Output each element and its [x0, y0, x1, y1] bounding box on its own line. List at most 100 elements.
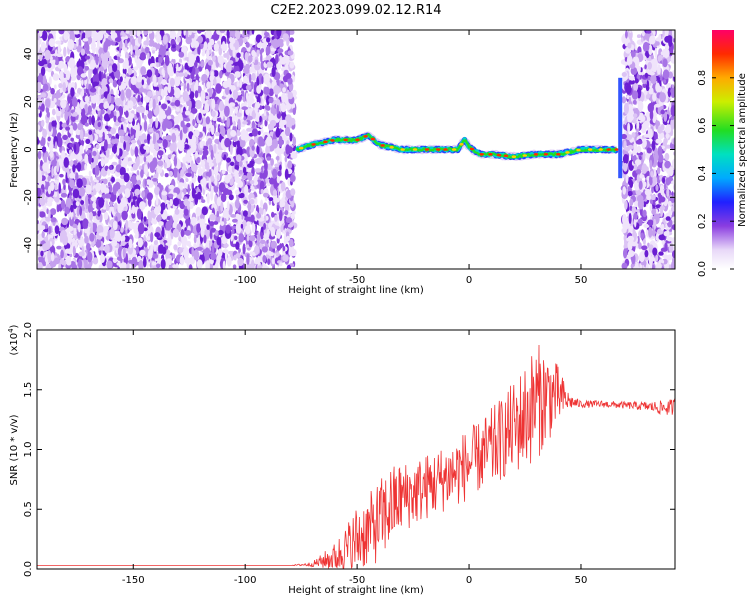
heatmap-noise-cell: [246, 253, 250, 265]
heatmap-noise-cell: [134, 188, 141, 196]
heatmap-noise-cell: [84, 228, 89, 234]
heatmap-noise-cell: [80, 200, 85, 205]
heatmap-noise-cell: [177, 36, 181, 43]
heatmap-noise-cell: [168, 184, 175, 190]
heatmap-noise-cell: [155, 86, 159, 91]
heatmap-noise-cell: [222, 188, 230, 196]
heatmap-noise-cell: [671, 180, 675, 185]
heatmap-noise-cell: [183, 208, 189, 216]
heatmap-noise-cell: [131, 142, 136, 150]
heatmap-noise-cell: [280, 225, 284, 233]
heatmap-noise-cell: [159, 127, 163, 138]
heatmap-noise-cell: [210, 189, 214, 201]
heatmap-noise-cell: [84, 153, 89, 164]
heatmap-noise-cell: [229, 36, 233, 43]
heatmap-noise-cell: [243, 37, 247, 44]
heatmap-noise-cell: [279, 164, 282, 171]
heatmap-noise-cell: [152, 253, 159, 259]
heatmap-noise-cell: [275, 128, 281, 138]
heatmap-noise-cell: [56, 204, 60, 213]
heatmap-noise-cell: [62, 134, 68, 141]
heatmap-noise-cell: [42, 83, 49, 92]
heatmap-noise-cell: [164, 173, 169, 178]
heatmap-noise-cell: [178, 51, 185, 58]
heatmap-noise-cell: [73, 111, 78, 116]
heatmap-noise-cell: [223, 243, 228, 249]
heatmap-noise-cell: [238, 233, 245, 243]
heatmap-noise-cell: [88, 130, 93, 135]
heatmap-noise-cell: [76, 178, 83, 189]
heatmap-noise-cell: [242, 243, 246, 255]
heatmap-noise-cell: [59, 173, 64, 178]
heatmap-noise-cell: [224, 105, 230, 117]
heatmap-noise-cell: [266, 37, 271, 43]
heatmap-noise-cell: [151, 50, 156, 54]
heatmap-noise-cell: [229, 144, 233, 155]
heatmap-noise-cell: [658, 34, 662, 43]
heatmap-noise-cell: [146, 77, 151, 86]
heatmap-noise-cell: [125, 219, 129, 231]
heatmap-noise-cell: [276, 104, 279, 115]
heatmap-noise-cell: [249, 67, 254, 73]
heatmap-noise-cell: [639, 174, 645, 179]
heatmap-noise-cell: [268, 197, 274, 202]
heatmap-noise-cell: [256, 43, 262, 49]
heatmap-noise-cell: [155, 196, 159, 206]
heatmap-noise-cell: [234, 106, 238, 114]
heatmap-noise-cell: [176, 63, 179, 71]
heatmap-noise-cell: [54, 183, 58, 191]
heatmap-noise-cell: [70, 87, 75, 97]
heatmap-noise-cell: [88, 170, 92, 176]
heatmap-noise-cell: [214, 178, 218, 186]
heatmap-noise-cell: [285, 217, 293, 224]
heatmap-noise-cell: [87, 105, 92, 113]
heatmap-noise-cell: [220, 126, 226, 137]
heatmap-noise-cell: [151, 46, 157, 52]
heatmap-noise-cell: [244, 224, 251, 235]
heatmap-noise-cell: [189, 201, 194, 209]
heatmap-noise-cell: [169, 198, 174, 207]
heatmap-noise-cell: [289, 238, 294, 248]
heatmap-noise-cell: [184, 110, 191, 116]
heatmap-noise-cell: [197, 164, 202, 169]
heatmap-noise-cell: [276, 30, 282, 38]
heatmap-noise-cell: [263, 110, 267, 117]
heatmap-noise-cell: [289, 37, 295, 43]
heatmap-noise-cell: [141, 190, 146, 198]
heatmap-noise-cell: [122, 247, 126, 259]
heatmap-noise-cell: [121, 235, 126, 242]
heatmap-noise-cell: [201, 177, 207, 187]
heatmap-noise-cell: [123, 141, 126, 150]
heatmap-noise-cell: [37, 95, 42, 100]
heatmap-noise-cell: [87, 251, 93, 263]
heatmap-noise-cell: [223, 53, 228, 58]
heatmap-noise-cell: [162, 72, 166, 78]
heatmap-noise-cell: [191, 134, 197, 146]
heatmap-noise-cell: [267, 258, 271, 266]
heatmap-noise-cell: [53, 98, 57, 103]
heatmap-noise-cell: [144, 139, 148, 144]
heatmap-noise-cell: [132, 196, 138, 200]
heatmap-noise-cell: [139, 52, 146, 61]
heatmap-noise-cell: [234, 198, 240, 209]
heatmap-noise-cell: [264, 160, 268, 172]
heatmap-noise-cell: [122, 158, 128, 168]
heatmap-noise-cell: [112, 184, 117, 196]
heatmap-noise-cell: [73, 143, 77, 153]
heatmap-noise-cell: [180, 229, 185, 238]
heatmap-noise-cell: [157, 160, 164, 167]
heatmap-noise-cell: [131, 204, 136, 215]
heatmap-noise-cell: [40, 250, 44, 257]
heatmap-noise-cell: [106, 235, 110, 241]
heatmap-noise-cell: [243, 67, 250, 74]
heatmap-noise-cell: [282, 254, 289, 262]
heatmap-noise-cell: [226, 30, 230, 39]
heatmap-noise-cell: [59, 70, 64, 81]
heatmap-noise-cell: [246, 171, 252, 180]
heatmap-noise-cell: [54, 141, 58, 150]
heatmap-noise-cell: [113, 138, 120, 144]
heatmap-noise-cell: [125, 110, 129, 118]
heatmap-noise-cell: [222, 260, 226, 269]
heatmap-noise-cell: [153, 82, 158, 87]
